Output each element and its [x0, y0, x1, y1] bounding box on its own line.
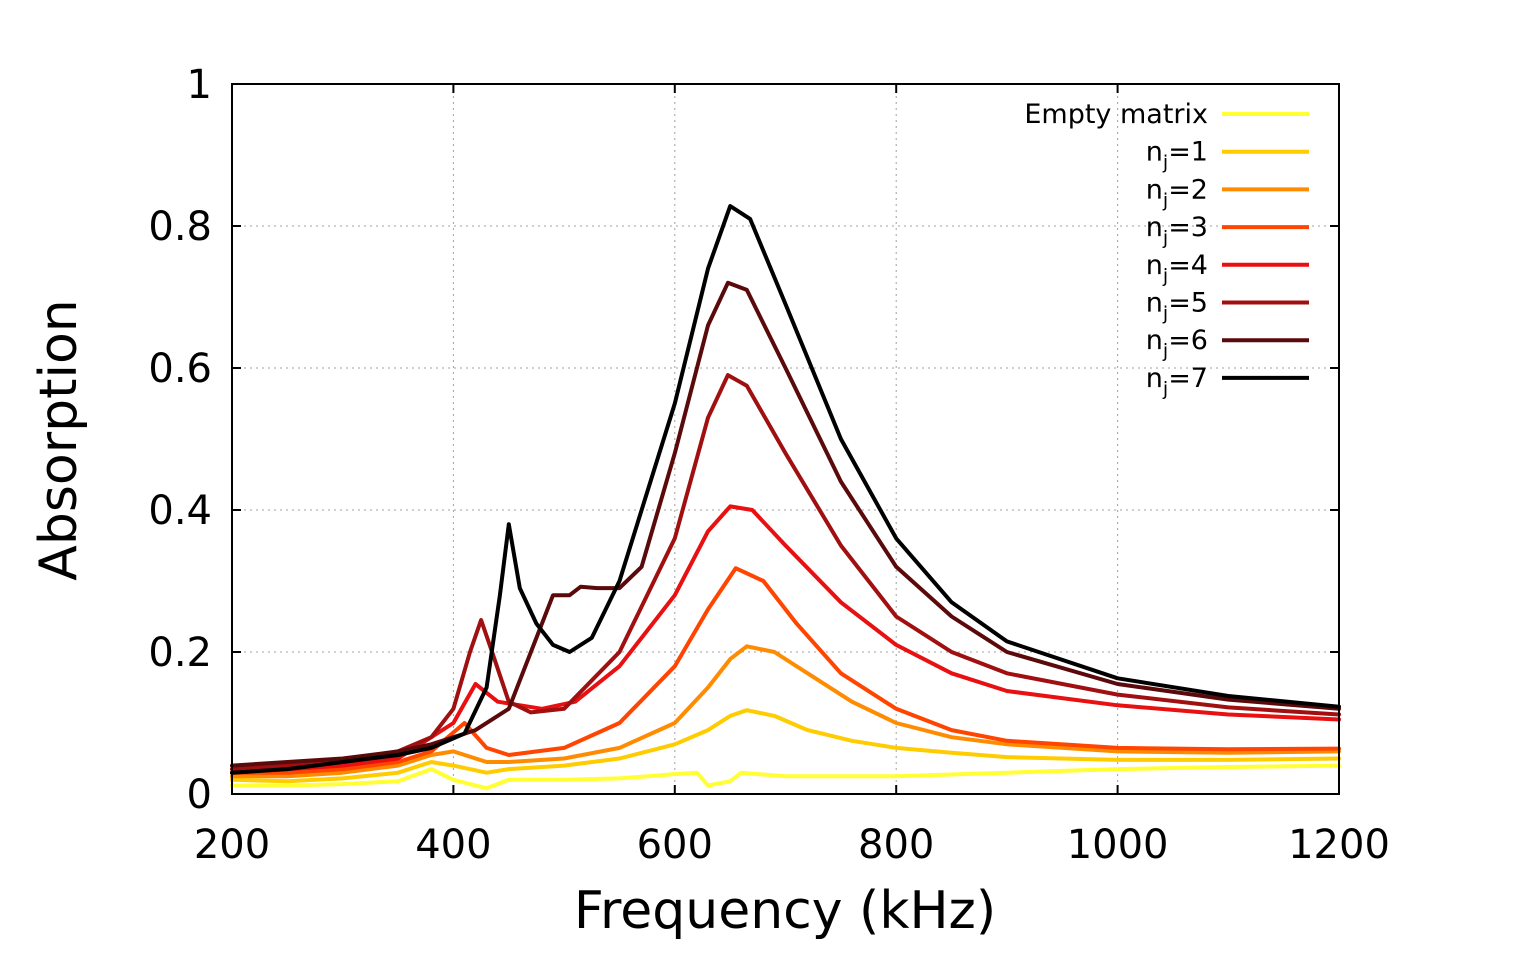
y-tick-label: 1 — [187, 62, 212, 108]
legend-item: nj=3 — [1146, 212, 1309, 249]
x-tick-label: 600 — [637, 822, 713, 868]
series-line-nj=5 — [230, 373, 1341, 772]
legend-item: nj=1 — [1146, 137, 1309, 174]
legend-item: nj=5 — [1146, 288, 1309, 325]
x-tick-label: 800 — [858, 822, 934, 868]
legend-label: nj=1 — [1146, 137, 1208, 174]
x-axis-title: Frequency (kHz) — [574, 881, 996, 941]
legend-label: nj=4 — [1146, 250, 1208, 287]
y-axis-ticks: 0 0.2 0.4 0.6 0.8 1 — [148, 62, 1339, 818]
legend-item: Empty matrix — [1024, 99, 1309, 130]
y-tick-label: 0.4 — [148, 488, 212, 534]
series-line-nj=4 — [230, 504, 1341, 775]
series-layer — [230, 204, 1341, 791]
y-tick-label: 0 — [187, 772, 212, 818]
x-axis-ticks: 200 400 600 800 1000 1200 — [194, 84, 1390, 868]
series-line-nj=3 — [230, 566, 1341, 775]
series-line-nj=6 — [230, 280, 1341, 768]
x-tick-label: 400 — [415, 822, 491, 868]
y-axis-title: Absorption — [29, 299, 89, 580]
legend-label: nj=3 — [1146, 212, 1208, 249]
legend-item: nj=6 — [1146, 325, 1309, 362]
series-line-empty-matrix — [230, 763, 1341, 791]
series-line-nj=1 — [230, 708, 1341, 784]
legend-label: nj=6 — [1146, 325, 1208, 362]
series-line-nj=7 — [230, 204, 1341, 775]
series-line-nj=2 — [230, 644, 1341, 779]
legend-item: nj=4 — [1146, 250, 1309, 287]
x-tick-label: 1000 — [1067, 822, 1169, 868]
x-tick-label: 1200 — [1288, 822, 1390, 868]
legend-label: nj=2 — [1146, 174, 1208, 211]
legend: Empty matrix nj=1nj=2nj=3nj=4nj=5nj=6nj=7 — [1024, 99, 1309, 400]
legend-label: Empty matrix — [1024, 99, 1208, 130]
legend-label: nj=7 — [1146, 363, 1208, 400]
y-tick-label: 0.6 — [148, 346, 212, 392]
plot-frame — [231, 83, 1340, 795]
x-tick-label: 200 — [194, 822, 270, 868]
y-tick-label: 0.8 — [148, 204, 212, 250]
legend-label: nj=5 — [1146, 288, 1208, 325]
legend-item: nj=7 — [1146, 363, 1309, 400]
legend-item: nj=2 — [1146, 174, 1309, 211]
y-tick-label: 0.2 — [148, 630, 212, 676]
